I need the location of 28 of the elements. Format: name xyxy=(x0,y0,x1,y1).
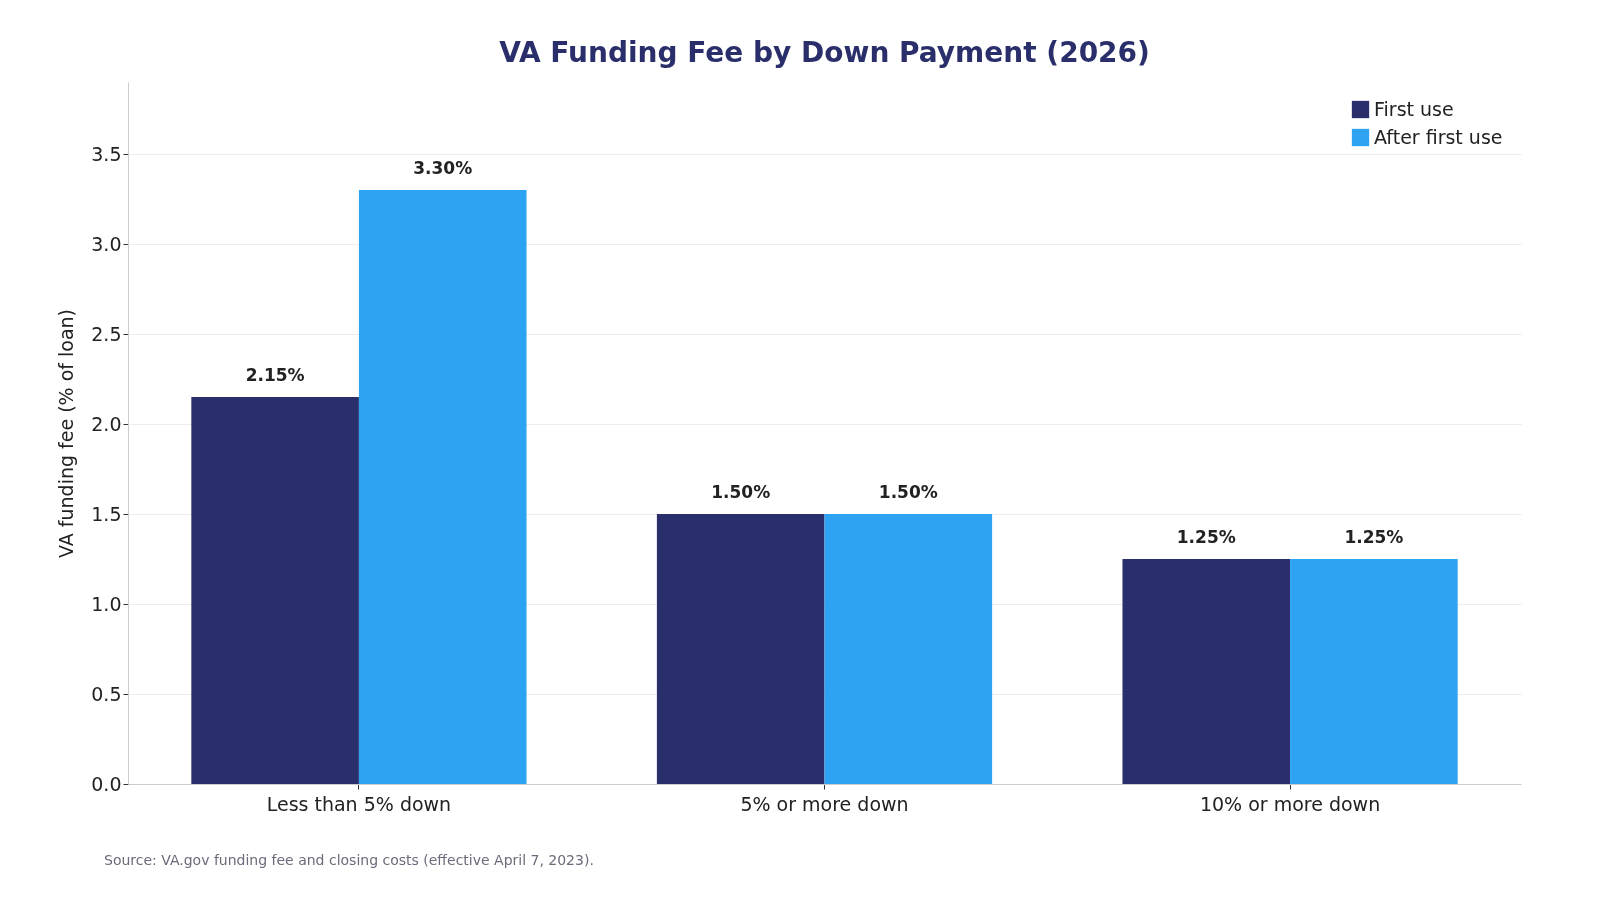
bar xyxy=(358,190,527,784)
data-label: 1.25% xyxy=(1344,527,1404,547)
legend-label: First use xyxy=(1374,97,1454,120)
x-tick-label: 5% or more down xyxy=(740,792,909,815)
legend-label: After first use xyxy=(1374,125,1503,148)
y-tick-label: 3.0 xyxy=(91,232,122,255)
data-label: 1.50% xyxy=(711,482,771,502)
y-tick-label: 1.5 xyxy=(91,502,122,525)
y-tick-label: 2.5 xyxy=(91,322,122,345)
y-axis-title: VA funding fee (% of loan) xyxy=(55,308,78,559)
chart-title: VA Funding Fee by Down Payment (2026) xyxy=(499,36,1150,69)
data-label: 1.50% xyxy=(878,482,938,502)
x-tick-label: Less than 5% down xyxy=(266,792,452,815)
bar xyxy=(1290,559,1458,784)
y-tick-label: 0.0 xyxy=(91,772,122,795)
y-tick-label: 2.0 xyxy=(91,412,122,435)
bar xyxy=(1122,559,1291,784)
bar xyxy=(656,514,825,784)
data-label: 1.25% xyxy=(1176,527,1236,547)
bar xyxy=(824,514,993,784)
y-tick-label: 1.0 xyxy=(91,592,122,615)
bar xyxy=(191,397,359,784)
x-tick-label: 10% or more down xyxy=(1199,792,1381,815)
data-label: 2.15% xyxy=(245,365,305,385)
data-label: 3.30% xyxy=(413,158,473,178)
source-note: Source: VA.gov funding fee and closing costs (effective April 7, 2023). xyxy=(104,852,594,868)
y-tick-label: 3.5 xyxy=(91,142,122,165)
y-tick-label: 0.5 xyxy=(91,682,122,705)
